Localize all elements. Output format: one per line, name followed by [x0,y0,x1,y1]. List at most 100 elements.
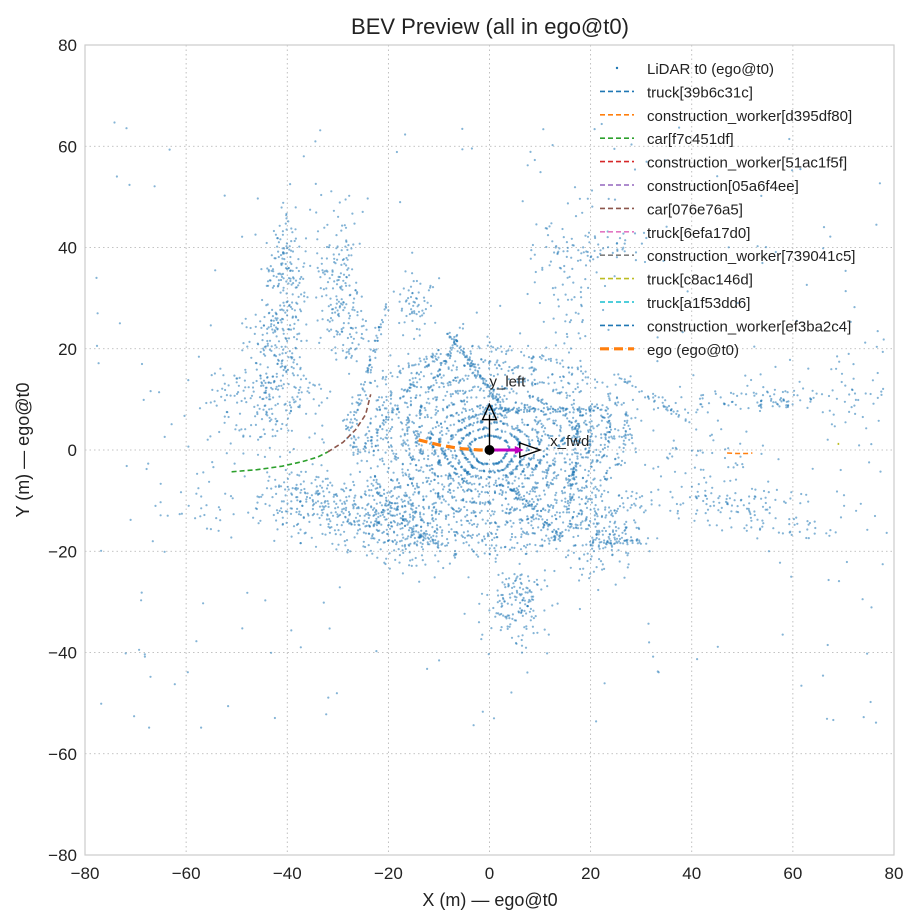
lidar-point [576,382,579,385]
lidar-point [360,332,363,336]
lidar-point [376,431,379,434]
lidar-point [340,524,343,527]
lidar-point [320,295,324,298]
lidar-point [548,407,552,411]
lidar-point [411,478,414,481]
lidar-point [411,502,414,505]
lidar-point [287,282,290,285]
lidar-point [384,303,388,306]
lidar-point [556,392,559,395]
lidar-point [585,479,589,482]
lidar-point [381,422,384,425]
lidar-point [519,473,523,476]
lidar-point [496,428,499,431]
lidar-point [545,471,548,474]
lidar-point [263,432,266,436]
lidar-point [458,326,461,329]
lidar-point [460,400,463,403]
lidar-point [298,406,301,409]
lidar-point [470,483,473,486]
lidar-point [265,396,268,399]
lidar-point [570,237,573,240]
lidar-point [525,612,528,615]
lidar-point [776,403,780,406]
lidar-point [406,428,409,431]
lidar-point [609,392,612,395]
lidar-point [623,461,627,464]
lidar-point [345,264,348,267]
lidar-point [745,529,748,532]
lidar-point [634,504,637,507]
lidar-point [844,384,847,387]
lidar-point [523,377,527,380]
lidar-point [595,488,599,491]
lidar-point [415,444,418,448]
lidar-point [529,257,532,260]
lidar-point [319,484,322,487]
lidar-point [279,308,282,311]
lidar-point [453,341,456,344]
lidar-point [573,296,576,299]
lidar-point [259,374,262,377]
lidar-point [276,528,279,531]
lidar-point [499,405,502,408]
lidar-point [452,479,455,482]
lidar-point [268,395,271,398]
lidar-point [483,396,486,399]
lidar-point [526,477,529,480]
lidar-point [391,494,394,497]
lidar-point [268,339,272,342]
lidar-point [579,410,582,413]
lidar-point [277,384,280,387]
lidar-point [270,407,273,410]
lidar-point [266,267,269,270]
lidar-point [415,564,418,567]
lidar-point [555,452,558,455]
lidar-point [495,544,498,547]
lidar-point [885,531,888,535]
lidar-point [595,460,598,463]
lidar-point [379,485,382,488]
lidar-point [581,510,584,513]
lidar-point [284,351,287,355]
lidar-point [218,430,221,434]
lidar-point [589,520,592,523]
lidar-point [437,540,440,543]
lidar-point [288,350,291,353]
lidar-point [271,375,274,378]
lidar-point [271,428,274,431]
lidar-point [519,581,523,584]
lidar-point [486,535,490,538]
lidar-point [320,486,324,489]
lidar-point [496,373,499,376]
lidar-point [425,401,428,404]
lidar-point [322,508,325,511]
lidar-point [349,293,352,296]
lidar-point [395,413,398,416]
lidar-point [650,503,653,506]
lidar-point [505,397,508,401]
lidar-point [607,491,610,494]
lidar-point [425,476,428,479]
lidar-point [351,503,354,506]
lidar-point [435,352,438,355]
lidar-point [361,506,364,510]
lidar-point [285,280,288,283]
lidar-point [555,477,558,480]
lidar-point [417,536,420,539]
lidar-point [495,406,498,410]
lidar-point [368,359,371,362]
lidar-point [774,498,777,501]
lidar-point [154,504,157,507]
lidar-point [767,491,770,494]
lidar-point [704,511,707,515]
lidar-point [460,474,463,477]
lidar-point [299,500,302,503]
lidar-point [326,281,330,284]
lidar-point [317,270,320,273]
lidar-point [344,544,347,547]
lidar-point [423,358,426,361]
lidar-point [395,497,398,500]
lidar-point [523,599,526,602]
lidar-point [409,536,412,539]
